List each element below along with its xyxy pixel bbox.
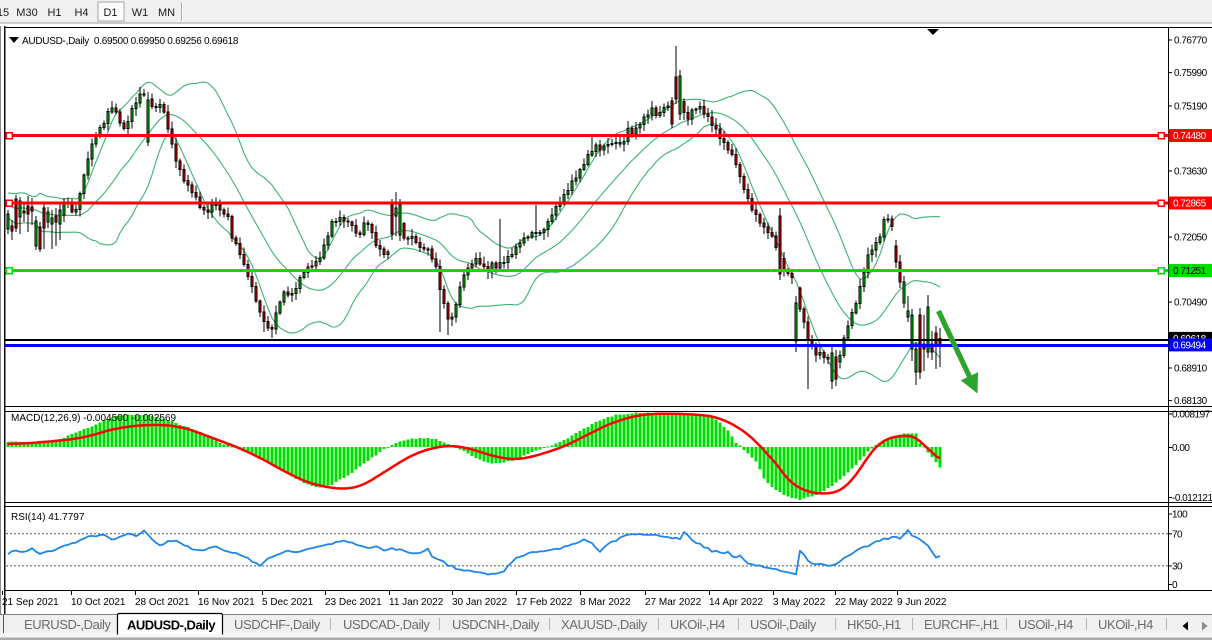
svg-text:14 Apr 2022: 14 Apr 2022	[709, 597, 763, 608]
svg-text:W1: W1	[132, 7, 149, 19]
svg-text:0.72865: 0.72865	[1173, 199, 1207, 210]
svg-text:3 May 2022: 3 May 2022	[773, 597, 826, 608]
svg-text:0.75190: 0.75190	[1174, 101, 1208, 112]
svg-text:XAUUSD-,Daily: XAUUSD-,Daily	[561, 617, 648, 632]
svg-text:0.69494: 0.69494	[1173, 340, 1207, 351]
svg-text:11 Jan 2022: 11 Jan 2022	[389, 597, 444, 608]
svg-text:17 Feb 2022: 17 Feb 2022	[516, 597, 573, 608]
svg-text:USOil-,Daily: USOil-,Daily	[750, 617, 817, 632]
svg-text:5 Dec 2021: 5 Dec 2021	[262, 597, 314, 608]
svg-text:M30: M30	[16, 7, 37, 19]
svg-text:0.68910: 0.68910	[1174, 364, 1208, 375]
svg-text:USDCHF-,Daily: USDCHF-,Daily	[234, 617, 321, 632]
svg-text:30 Jan 2022: 30 Jan 2022	[452, 597, 507, 608]
svg-text:MN: MN	[158, 7, 175, 19]
svg-text:H4: H4	[74, 7, 88, 19]
svg-text:0.76770: 0.76770	[1174, 36, 1208, 47]
svg-text:0.70490: 0.70490	[1174, 298, 1208, 309]
svg-text:30: 30	[1172, 561, 1183, 572]
svg-text:RSI(14) 41.7797: RSI(14) 41.7797	[11, 512, 85, 523]
svg-text:HK50-,H1: HK50-,H1	[847, 617, 901, 632]
svg-text:D1: D1	[103, 7, 117, 19]
svg-text:0.72050: 0.72050	[1174, 233, 1208, 244]
svg-text:AUDUSD-,Daily: AUDUSD-,Daily	[127, 618, 216, 633]
svg-text:USOil-,H4: USOil-,H4	[1018, 617, 1073, 632]
svg-text:15: 15	[0, 7, 9, 19]
svg-text:AUDUSD-,Daily 0.69500 0.69950: AUDUSD-,Daily 0.69500 0.69950 0.69256 0.…	[22, 36, 239, 47]
svg-text:0: 0	[1172, 580, 1178, 591]
svg-text:USDCNH-,Daily: USDCNH-,Daily	[452, 617, 540, 632]
svg-text:0.74480: 0.74480	[1173, 131, 1207, 142]
svg-text:16 Nov 2021: 16 Nov 2021	[198, 597, 255, 608]
svg-text:0.73630: 0.73630	[1174, 167, 1208, 178]
svg-text:70: 70	[1172, 529, 1183, 540]
svg-text:22 May 2022: 22 May 2022	[835, 597, 893, 608]
svg-text:0.008197: 0.008197	[1172, 410, 1211, 421]
svg-text:EURUSD-,Daily: EURUSD-,Daily	[24, 617, 111, 632]
svg-text:0.75990: 0.75990	[1174, 68, 1208, 79]
svg-text:0.00: 0.00	[1172, 443, 1190, 454]
svg-text:0.68130: 0.68130	[1174, 396, 1208, 407]
svg-text:MACD(12,26,9) -0.004500 -0.002: MACD(12,26,9) -0.004500 -0.002569	[11, 413, 177, 424]
svg-text:-0.012121: -0.012121	[1172, 493, 1212, 504]
svg-text:27 Mar 2022: 27 Mar 2022	[645, 597, 702, 608]
svg-text:UKOil-,H4: UKOil-,H4	[1098, 617, 1153, 632]
svg-text:UKOil-,H4: UKOil-,H4	[670, 617, 725, 632]
svg-text:21 Sep 2021: 21 Sep 2021	[2, 597, 59, 608]
svg-text:23 Dec 2021: 23 Dec 2021	[325, 597, 382, 608]
svg-text:EURCHF-,H1: EURCHF-,H1	[924, 617, 999, 632]
svg-text:8 Mar 2022: 8 Mar 2022	[580, 597, 631, 608]
svg-text:9 Jun 2022: 9 Jun 2022	[897, 597, 947, 608]
svg-text:0.71251: 0.71251	[1173, 266, 1207, 277]
svg-text:28 Oct 2021: 28 Oct 2021	[135, 597, 190, 608]
svg-text:10 Oct 2021: 10 Oct 2021	[71, 597, 126, 608]
svg-text:100: 100	[1172, 510, 1188, 521]
svg-text:USDCAD-,Daily: USDCAD-,Daily	[343, 617, 430, 632]
svg-text:H1: H1	[47, 7, 61, 19]
